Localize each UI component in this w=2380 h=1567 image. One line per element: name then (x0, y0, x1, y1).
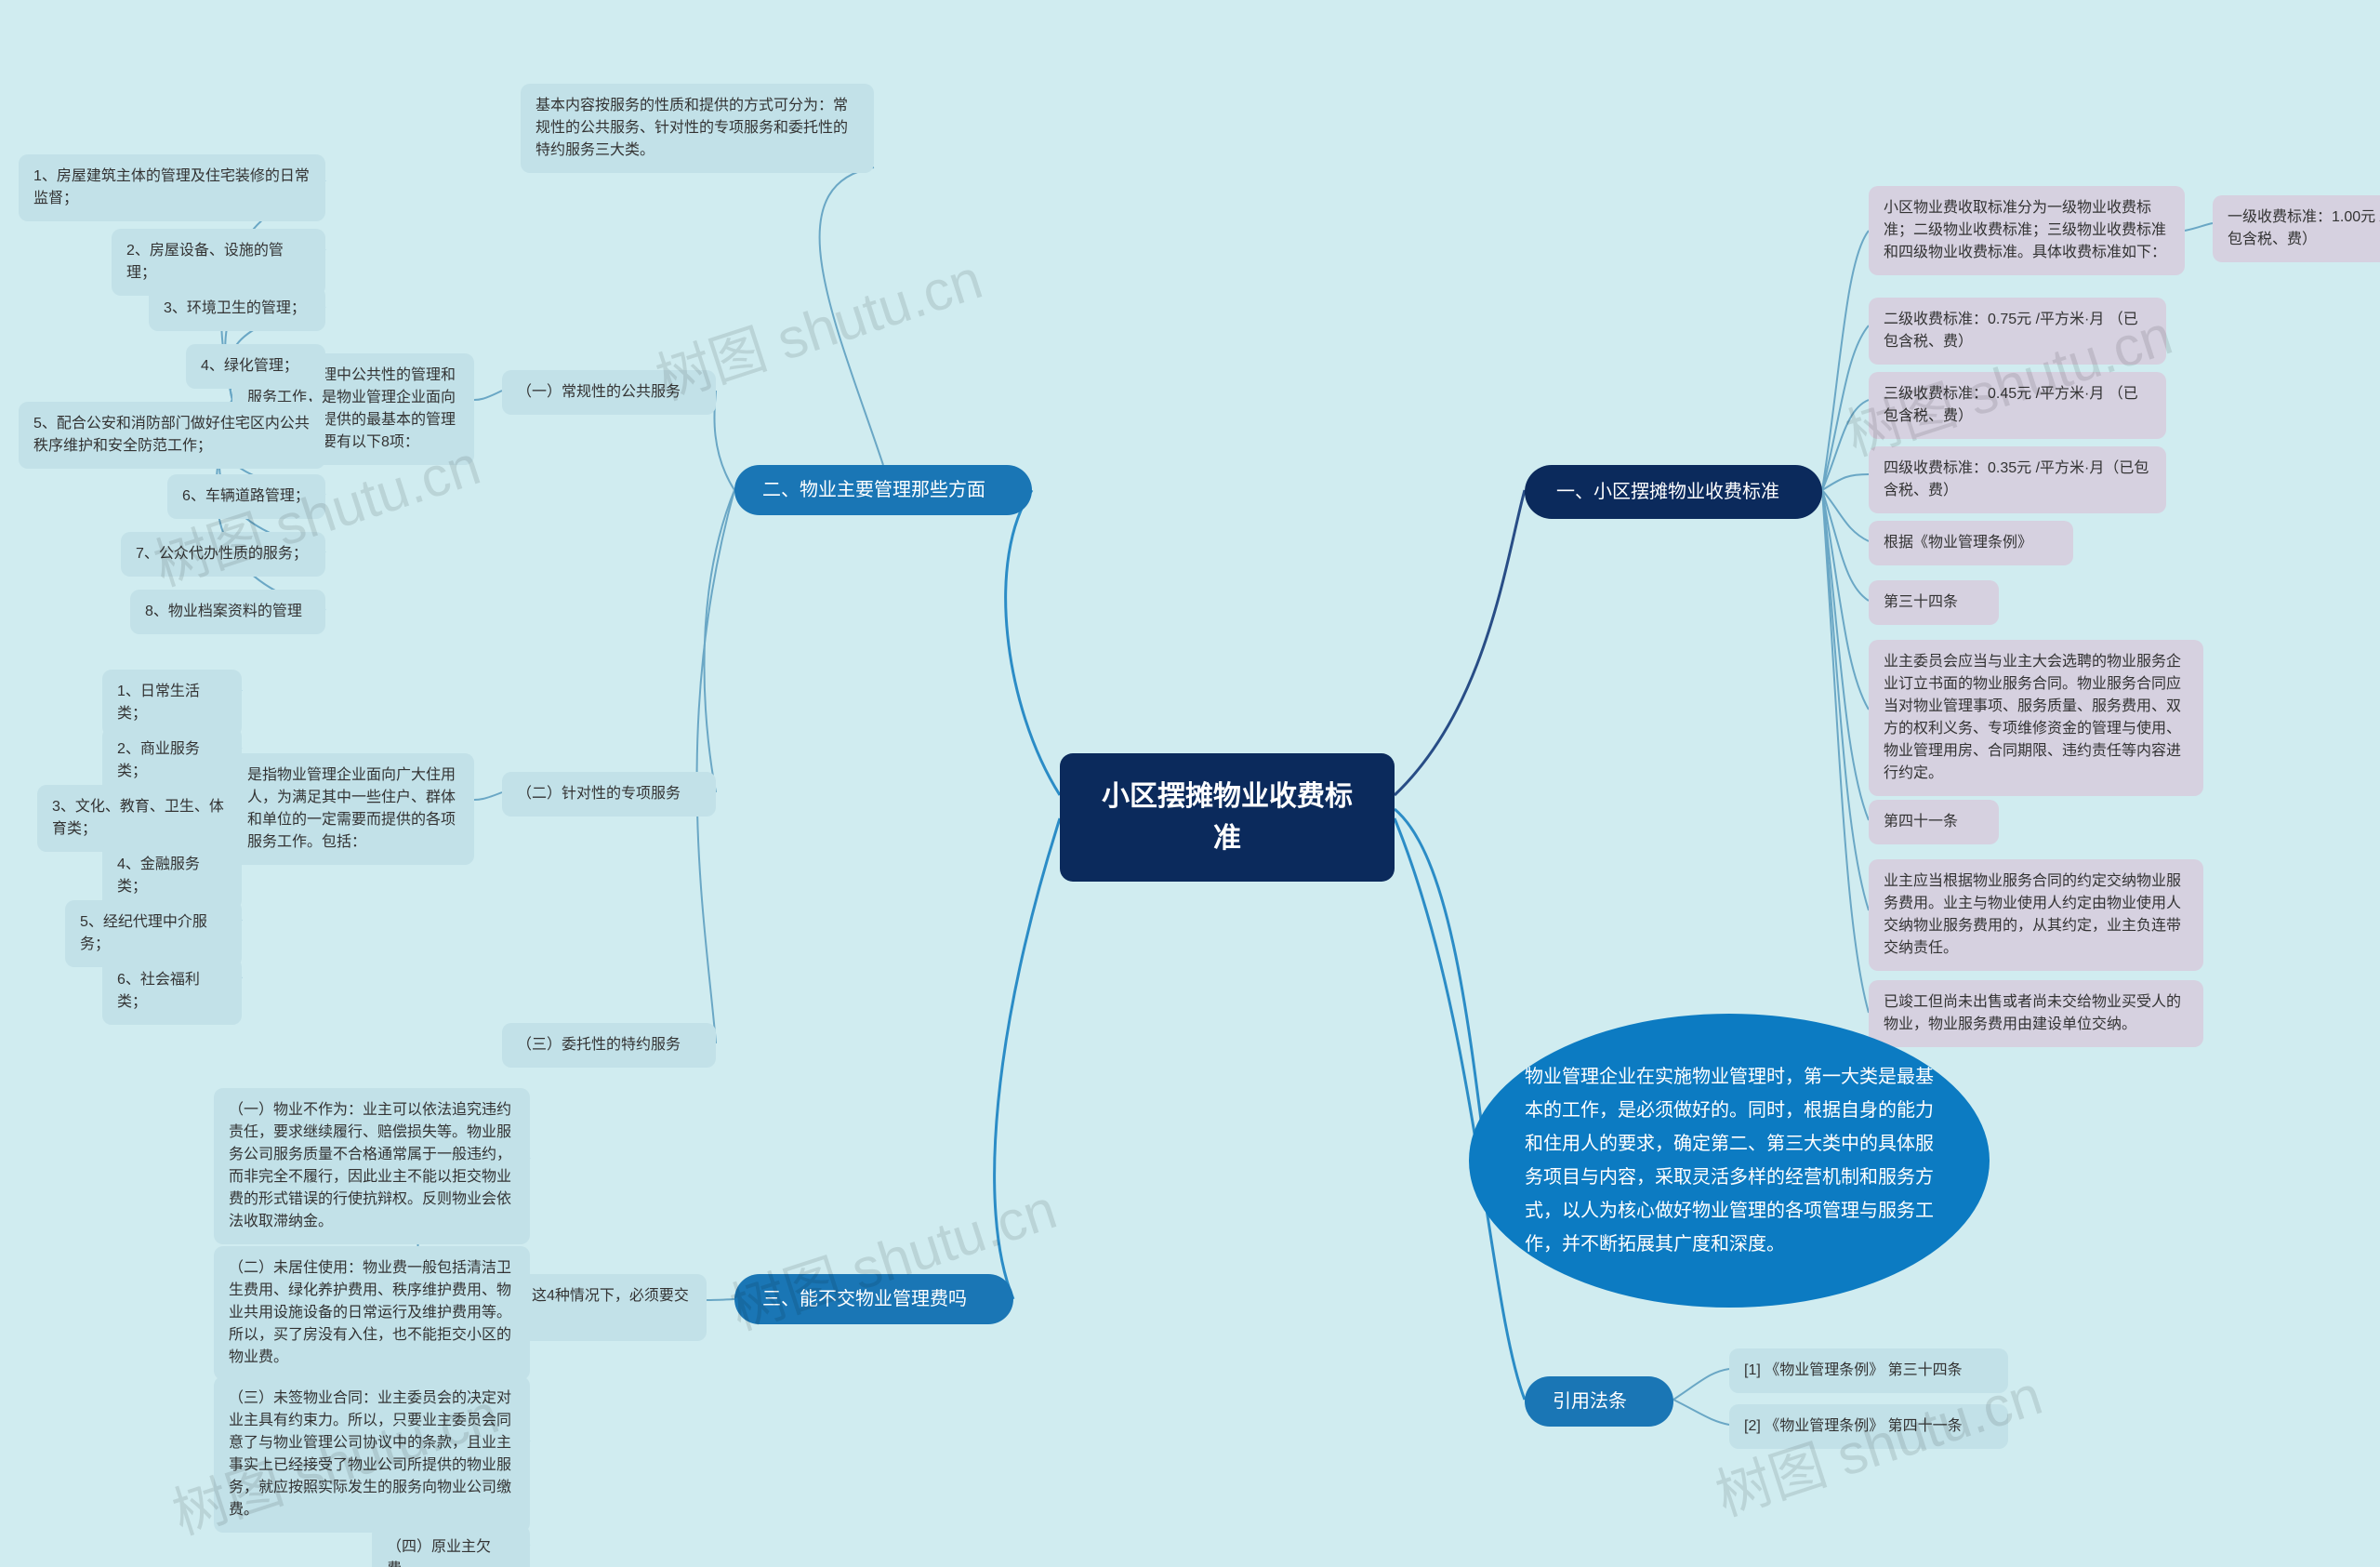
branch-3-d1[interactable]: （一）物业不作为：业主可以依法追究违约责任，要求继续履行、赔偿损失等。物业服务公… (214, 1088, 530, 1244)
branch-2-c1-d6[interactable]: 6、车辆道路管理； (167, 474, 325, 519)
branch-1[interactable]: 一、小区摆摊物业收费标准 (1525, 465, 1822, 519)
branch-2[interactable]: 二、物业主要管理那些方面 (734, 465, 1032, 515)
branch-2-c1[interactable]: （一）常规性的公共服务 (502, 370, 716, 415)
branch-1-child-6[interactable]: 第三十四条 (1869, 580, 1999, 625)
branch-2-c2[interactable]: （二）针对性的专项服务 (502, 772, 716, 817)
branch-2-c1-d1[interactable]: 1、房屋建筑主体的管理及住宅装修的日常监督； (19, 154, 325, 221)
branch-1-child-8[interactable]: 第四十一条 (1869, 800, 1999, 844)
branch-3-d3[interactable]: （三）未签物业合同：业主委员会的决定对业主具有约束力。所以，只要业主委员会同意了… (214, 1376, 530, 1533)
branch-2-c1-d5[interactable]: 5、配合公安和消防部门做好住宅区内公共秩序维护和安全防范工作； (19, 402, 325, 469)
branch-1-child-5[interactable]: 根据《物业管理条例》 (1869, 521, 2073, 565)
branch-1-child-10[interactable]: 已竣工但尚未出售或者尚未交给物业买受人的物业，物业服务费用由建设单位交纳。 (1869, 980, 2203, 1047)
branch-2-c1-d8[interactable]: 8、物业档案资料的管理 (130, 590, 325, 634)
branch-3-d2[interactable]: （二）未居住使用：物业费一般包括清洁卫生费用、绿化养护费用、秩序维护费用、物业共… (214, 1246, 530, 1380)
branch-1-child-3[interactable]: 三级收费标准：0.45元 /平方米·月 （已包含税、费） (1869, 372, 2166, 439)
branch-3-d4[interactable]: （四）原业主欠费。 (372, 1525, 530, 1567)
branch-4[interactable]: 引用法条 (1525, 1376, 1673, 1427)
center-node[interactable]: 小区摆摊物业收费标准 (1060, 753, 1395, 882)
branch-1-child-4[interactable]: 四级收费标准：0.35元 /平方米·月（已包含税、费） (1869, 446, 2166, 513)
branch-2-c1-d7[interactable]: 7、公众代办性质的服务； (121, 532, 325, 577)
branch-1-child-2[interactable]: 二级收费标准：0.75元 /平方米·月 （已包含税、费） (1869, 298, 2166, 365)
branch-4-child-2[interactable]: [2] 《物业管理条例》 第四十一条 (1729, 1404, 2008, 1449)
branch-2-c2-d6[interactable]: 6、社会福利类； (102, 958, 242, 1025)
branch-1-child-7[interactable]: 业主委员会应当与业主大会选聘的物业服务企业订立书面的物业服务合同。物业服务合同应… (1869, 640, 2203, 796)
branch-1-child-1[interactable]: 小区物业费收取标准分为一级物业收费标准；二级物业收费标准；三级物业收费标准和四级… (1869, 186, 2185, 275)
branch-2-top[interactable]: 基本内容按服务的性质和提供的方式可分为：常规性的公共服务、针对性的专项服务和委托… (521, 84, 874, 173)
branch-2-c1-d3[interactable]: 3、环境卫生的管理； (149, 286, 325, 331)
branch-2-c3[interactable]: （三）委托性的特约服务 (502, 1023, 716, 1068)
branch-1-child-9[interactable]: 业主应当根据物业服务合同的约定交纳物业服务费用。业主与物业使用人约定由物业使用人… (1869, 859, 2203, 971)
branch-3[interactable]: 三、能不交物业管理费吗 (734, 1274, 1013, 1324)
branch-2-c1-d4[interactable]: 4、绿化管理； (186, 344, 325, 389)
branch-4-child-1[interactable]: [1] 《物业管理条例》 第三十四条 (1729, 1348, 2008, 1393)
branch-2-c2-desc[interactable]: 是指物业管理企业面向广大住用人，为满足其中一些住户、群体和单位的一定需要而提供的… (232, 753, 474, 865)
summary-oval[interactable]: 物业管理企业在实施物业管理时，第一大类是最基本的工作，是必须做好的。同时，根据自… (1469, 1014, 1990, 1308)
branch-1-child-1a[interactable]: 一级收费标准：1.00元 /平方米·月 （已包含税、费） (2213, 195, 2380, 262)
